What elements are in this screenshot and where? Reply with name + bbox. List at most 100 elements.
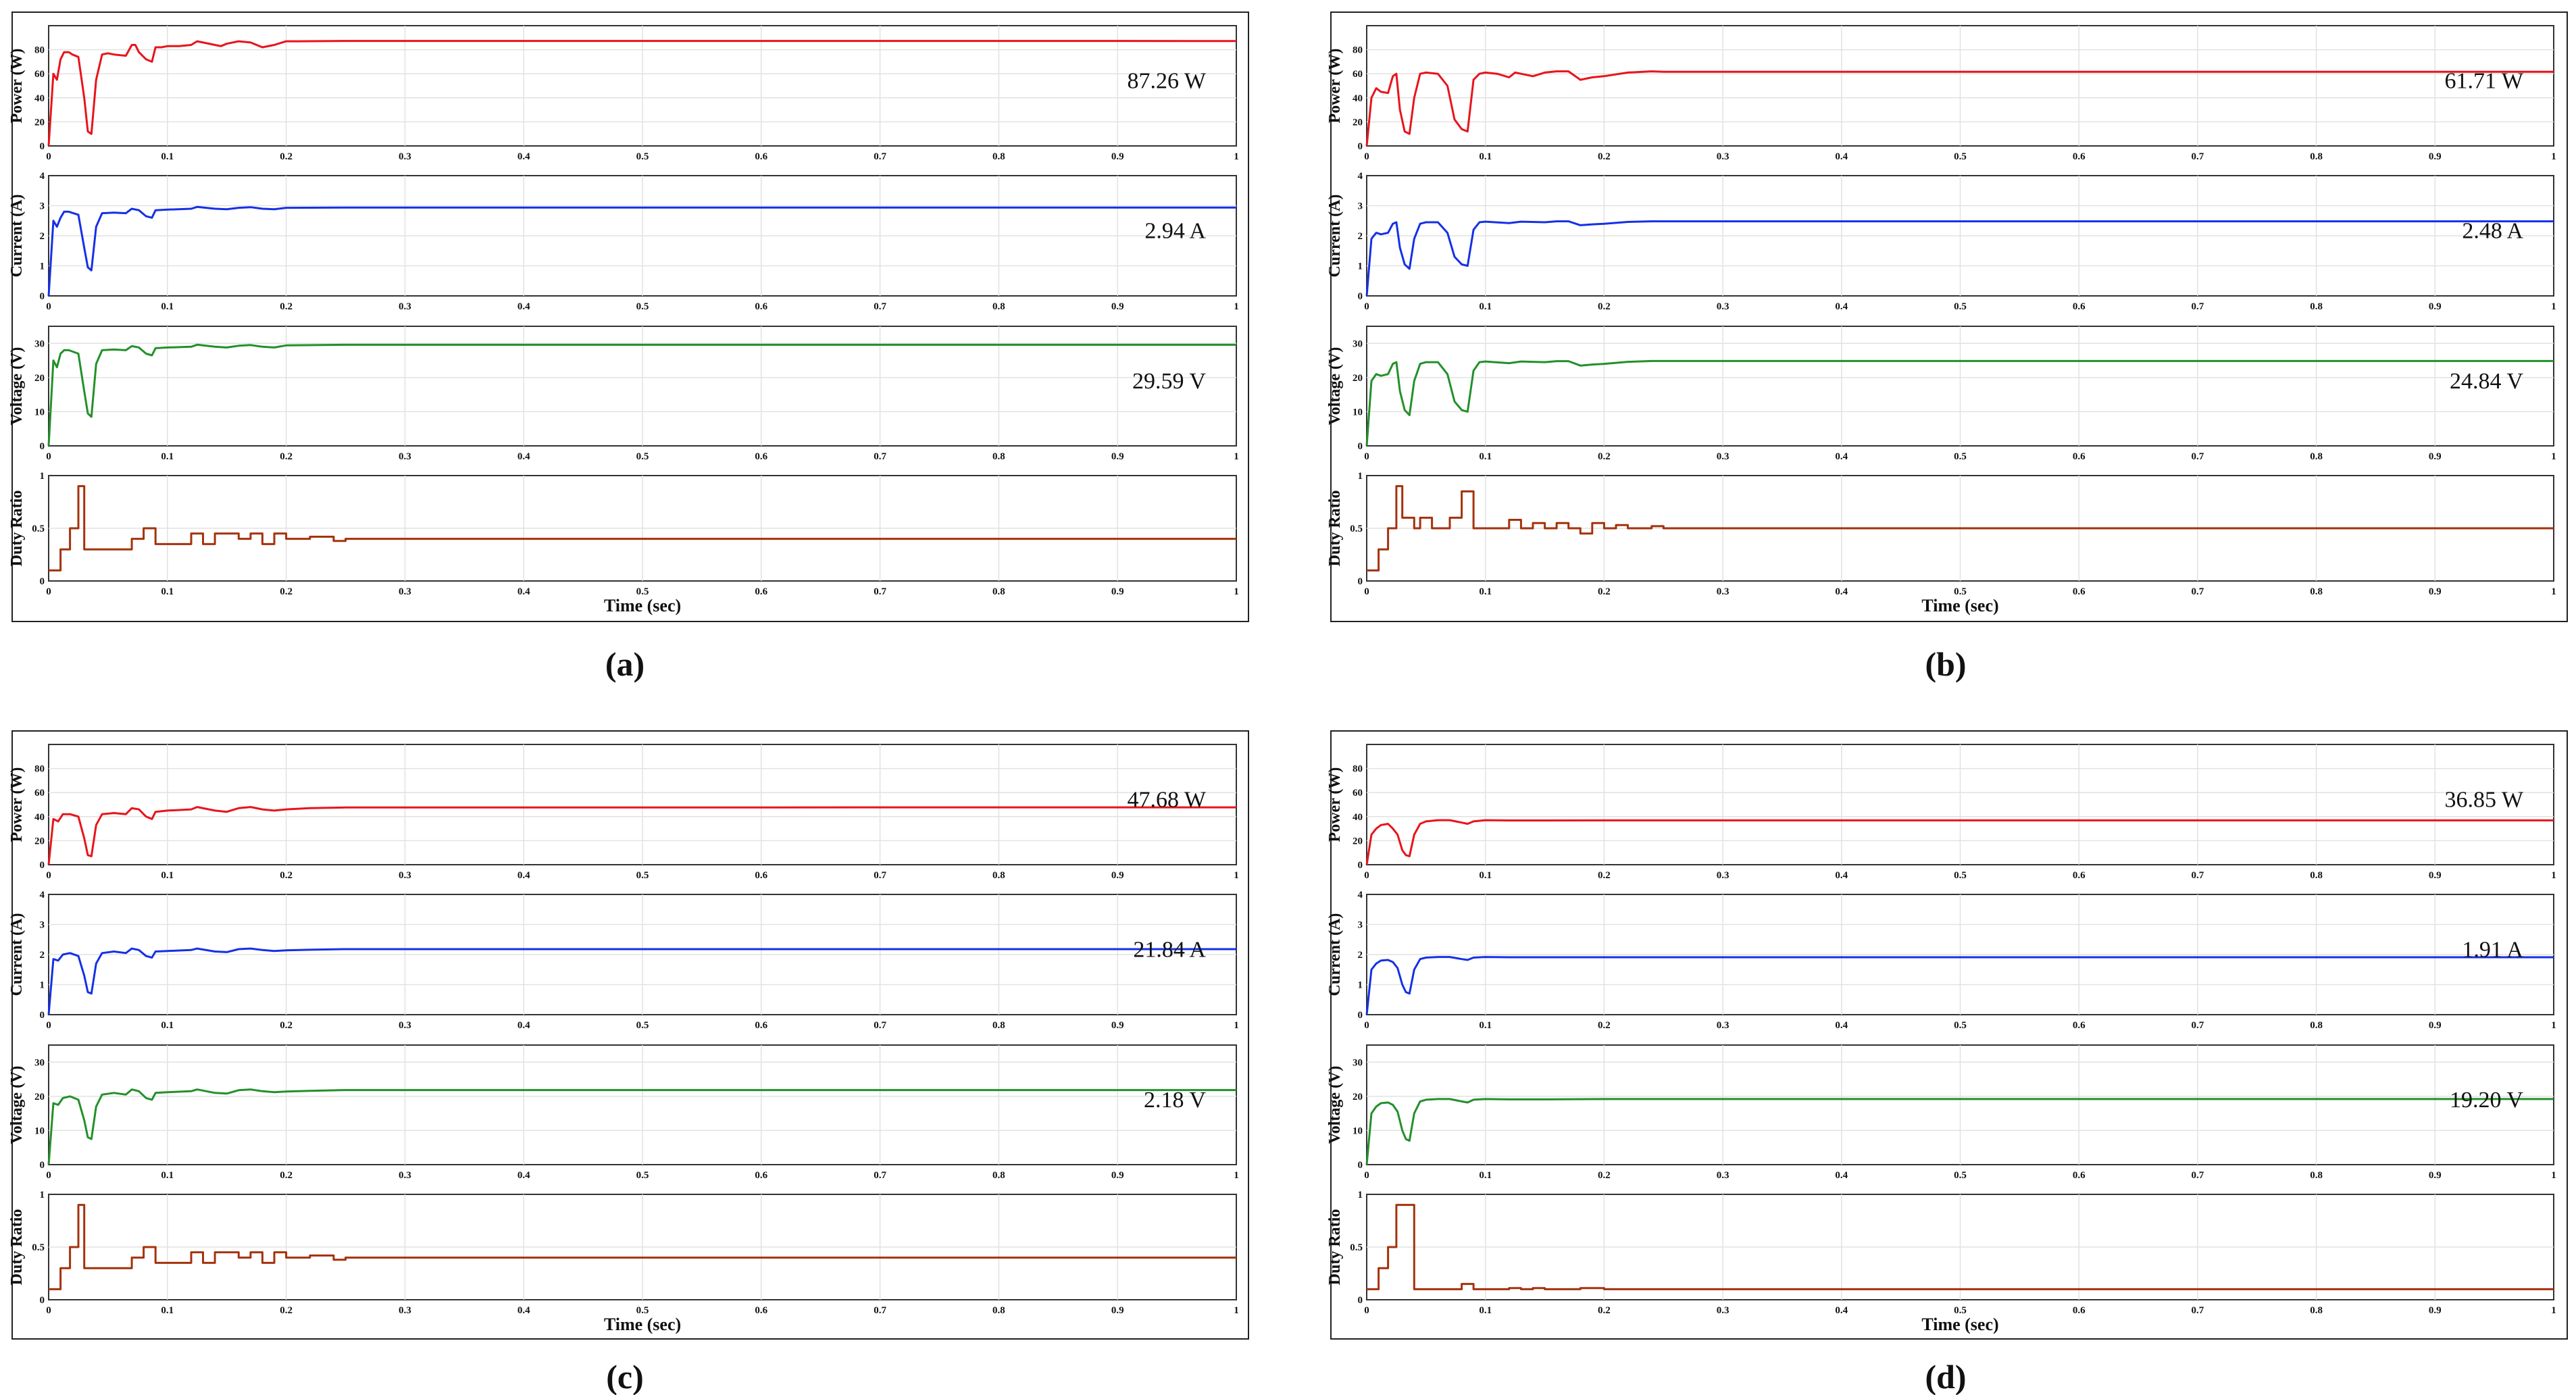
y-tick-label: 4	[40, 171, 45, 182]
x-tick-label: 1	[1234, 1020, 1239, 1031]
subplot-power-w: 0 0.1 0.2 0.3 0.4 0.5 0.6 0.7 0.8 0.9 1 0 20 40 60 80 Po…	[1326, 744, 2556, 881]
x-tick-label: 0.7	[2192, 1170, 2204, 1181]
y-tick-label: 20	[34, 836, 45, 846]
y-tick-label: 0	[40, 576, 45, 587]
x-tick-label: 0.9	[1111, 1170, 1124, 1181]
x-tick-label: 0	[1364, 870, 1369, 881]
x-tick-label: 0.3	[399, 1305, 411, 1316]
y-tick-label: 0	[1358, 441, 1363, 452]
x-tick-label: 0	[46, 451, 51, 462]
steady-state-value-label: 21.84 A	[1133, 938, 1206, 963]
series-line	[1367, 485, 2554, 572]
panel-caption: (b)	[1925, 645, 1966, 683]
steady-state-value-label: 87.26 W	[1128, 69, 1207, 94]
x-tick-label: 0.4	[1835, 1305, 1848, 1316]
x-tick-label: 0.7	[874, 1020, 886, 1031]
steady-state-value-label: 2.48 A	[2462, 219, 2523, 244]
x-tick-label: 0.5	[1954, 151, 1967, 162]
x-tick-label: 0.5	[636, 301, 649, 312]
x-tick-label: 0	[1364, 151, 1369, 162]
y-tick-label: 0	[1358, 141, 1363, 152]
x-tick-label: 0.1	[161, 1170, 174, 1181]
x-tick-label: 0.7	[874, 1305, 886, 1316]
y-tick-label: 1	[1358, 471, 1363, 482]
x-tick-label: 0.3	[399, 301, 411, 312]
subplot-current-a: 0 0.1 0.2 0.3 0.4 0.5 0.6 0.7 0.8 0.9 1 0 1 2 3 4 Curren…	[8, 171, 1239, 312]
x-tick-label: 0.2	[1598, 451, 1611, 462]
y-tick-label: 1	[40, 980, 45, 991]
y-tick-label: 4	[1358, 171, 1363, 182]
y-axis-label: Power (W)	[8, 767, 26, 842]
x-tick-label: 0.9	[2429, 301, 2442, 312]
y-axis-label: Power (W)	[1326, 49, 1344, 124]
y-tick-label: 1	[40, 471, 45, 482]
x-tick-label: 0.7	[2192, 586, 2204, 597]
y-tick-label: 0	[1358, 1295, 1363, 1306]
x-tick-label: 0	[1364, 301, 1369, 312]
y-axis-label: Current (A)	[8, 195, 26, 278]
y-tick-label: 10	[1353, 407, 1363, 417]
x-tick-label: 0.1	[1479, 1305, 1492, 1316]
x-tick-label: 1	[1234, 1305, 1239, 1316]
panel-b: 0 0.1 0.2 0.3 0.4 0.5 0.6 0.7 0.8 0.9 1020406080Po…	[1326, 11, 2568, 683]
x-tick-label: 0.3	[1717, 301, 1729, 312]
x-tick-label: 0.6	[755, 870, 767, 881]
y-tick-label: 40	[34, 93, 45, 104]
x-tick-label: 0.4	[1835, 1020, 1848, 1031]
y-tick-label: 1	[1358, 1190, 1363, 1200]
x-tick-label: 0.3	[1717, 870, 1729, 881]
x-tick-label: 0	[46, 586, 51, 597]
x-tick-label: 0.3	[399, 586, 411, 597]
x-tick-label: 0.4	[517, 1020, 530, 1031]
y-tick-label: 1	[1358, 261, 1363, 272]
x-tick-label: 0.8	[992, 301, 1005, 312]
x-tick-label: 1	[2551, 1020, 2556, 1031]
x-tick-label: 0.8	[2310, 301, 2323, 312]
x-tick-label: 0.8	[992, 451, 1005, 462]
x-tick-label: 0.2	[1598, 586, 1611, 597]
x-tick-label: 0.1	[1479, 151, 1492, 162]
subplot-duty-ratio: 0 0.1 0.2 0.3 0.4 0.5 0.6 0.7 0.8 0.9 1 0 0.5 1 Duty R…	[8, 471, 1239, 615]
x-tick-label: 0.7	[2192, 1305, 2204, 1316]
x-tick-label: 0.1	[1479, 870, 1492, 881]
x-axis-label: Time (sec)	[604, 596, 681, 615]
x-tick-label: 0.3	[1717, 1170, 1729, 1181]
x-tick-label: 0.1	[161, 1020, 174, 1031]
series-line	[1365, 220, 2554, 297]
subplot-voltage-v: 0 0.1 0.2 0.3 0.4 0.5 0.6 0.7 0.8 0.9 10102030Volt…	[1326, 326, 2556, 462]
y-tick-label: 0	[1358, 1010, 1363, 1021]
y-tick-label: 80	[34, 45, 45, 56]
y-tick-label: 60	[1353, 788, 1363, 798]
x-tick-label: 0.7	[874, 586, 886, 597]
y-axis-label: Duty Ratio	[1326, 490, 1344, 567]
x-tick-label: 0.5	[1954, 1305, 1967, 1316]
x-tick-label: 0.7	[874, 301, 886, 312]
y-tick-label: 80	[34, 764, 45, 775]
steady-state-value-label: 61.71 W	[2445, 69, 2524, 94]
x-tick-label: 0.6	[755, 451, 767, 462]
x-tick-label: 1	[2551, 451, 2556, 462]
x-tick-label: 0	[1364, 586, 1369, 597]
y-axis-label: Voltage (V)	[1326, 1066, 1344, 1144]
x-tick-label: 0.5	[636, 1305, 649, 1316]
x-tick-label: 0	[46, 870, 51, 881]
subplot-current-a: 0 0.1 0.2 0.3 0.4 0.5 0.6 0.7 0.8 0.9 1 0 1 2 3 4 Curren…	[1326, 171, 2556, 312]
x-tick-label: 1	[2551, 301, 2556, 312]
x-tick-label: 0.2	[280, 586, 293, 597]
subplot-power-w: 0 0.1 0.2 0.3 0.4 0.5 0.6 0.7 0.8 0.9 1 0 20 40 60 80 Po…	[1326, 25, 2556, 162]
series-line	[49, 1204, 1236, 1290]
x-tick-label: 0.9	[1111, 870, 1124, 881]
x-tick-label: 0.2	[1598, 301, 1611, 312]
y-tick-label: 0	[40, 1295, 45, 1306]
x-tick-label: 0.2	[1598, 1170, 1611, 1181]
x-tick-label: 0.9	[2429, 151, 2442, 162]
x-tick-label: 0.9	[1111, 151, 1124, 162]
x-axis-label: Time (sec)	[604, 1315, 681, 1334]
y-tick-label: 0	[1358, 576, 1363, 587]
series-line	[47, 343, 1236, 447]
x-tick-label: 0.5	[636, 451, 649, 462]
steady-state-value-label: 1.91 A	[2462, 938, 2523, 963]
subplot-voltage-v: 0 0.1 0.2 0.3 0.4 0.5 0.6 0.7 0.8 0.9 10102030Volt…	[8, 1044, 1239, 1181]
series-line	[1365, 1098, 2554, 1165]
panel-caption: (d)	[1925, 1358, 1966, 1395]
